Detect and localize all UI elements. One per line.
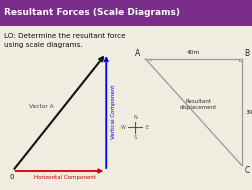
Text: W: W	[120, 125, 125, 130]
Text: C: C	[243, 166, 248, 175]
Text: E: E	[145, 125, 148, 130]
Text: Vertical Component: Vertical Component	[111, 85, 116, 139]
Text: 30m: 30m	[244, 110, 252, 115]
Text: 40m: 40m	[186, 50, 199, 55]
Text: S: S	[133, 135, 136, 139]
Text: B: B	[243, 49, 248, 58]
Text: LO: Determine the resultant force
using scale diagrams.: LO: Determine the resultant force using …	[4, 33, 125, 48]
Text: 0: 0	[9, 174, 14, 180]
Text: Horizontal Component: Horizontal Component	[34, 175, 95, 180]
FancyBboxPatch shape	[0, 0, 252, 26]
Text: Resultant
displacement: Resultant displacement	[179, 99, 216, 110]
Text: N: N	[133, 115, 137, 120]
Text: Resultant Forces (Scale Diagrams): Resultant Forces (Scale Diagrams)	[4, 8, 179, 17]
Text: Vector A: Vector A	[29, 104, 54, 109]
Text: A: A	[135, 49, 140, 58]
